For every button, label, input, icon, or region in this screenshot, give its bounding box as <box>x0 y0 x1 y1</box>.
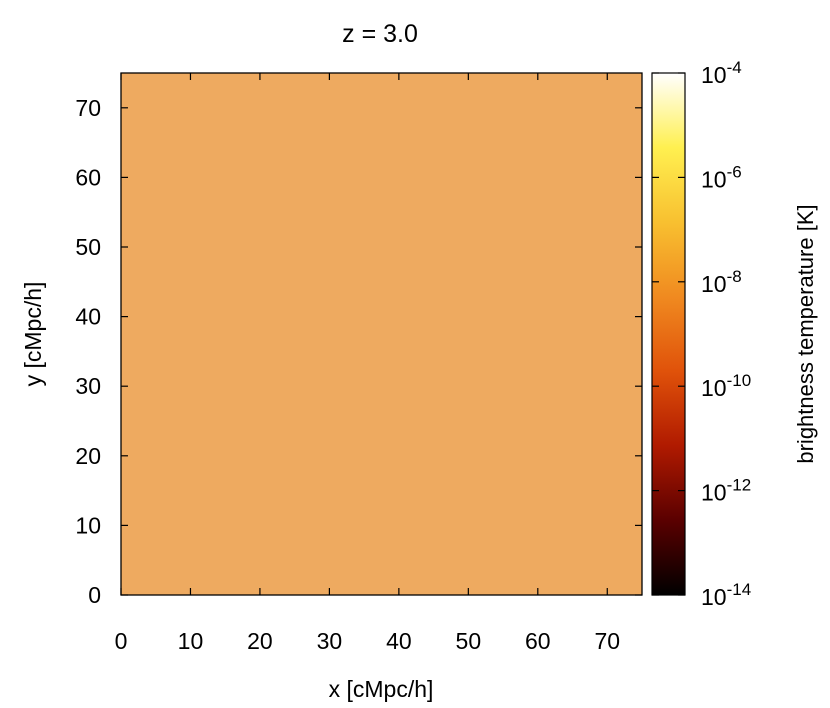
heatmap-field <box>121 73 642 595</box>
x-tick-label: 50 <box>456 628 482 654</box>
x-tick-label: 30 <box>317 628 343 654</box>
y-tick-label: 70 <box>75 95 101 121</box>
colorbar-tick-label: 10-12 <box>701 476 751 506</box>
x-tick-label: 40 <box>386 628 412 654</box>
colorbar-tick-label: 10-6 <box>701 162 742 192</box>
y-axis: 0 10 20 30 40 50 60 70 <box>75 95 642 608</box>
colorbar-tick-label: 10-14 <box>701 580 751 610</box>
y-tick-label: 20 <box>75 443 101 469</box>
heatmap <box>121 73 642 595</box>
y-tick-label: 0 <box>88 582 101 608</box>
y-tick-label: 60 <box>75 164 101 190</box>
y-tick-label: 40 <box>75 304 101 330</box>
plot-frame <box>120 72 643 596</box>
x-tick-label: 0 <box>115 628 128 654</box>
x-tick-label: 60 <box>525 628 551 654</box>
colorbar <box>651 72 686 596</box>
x-tick-label: 70 <box>594 628 620 654</box>
y-axis-label: y [cMpc/h] <box>20 282 46 387</box>
colorbar-tick-label: 10-4 <box>701 58 742 88</box>
chart-title: z = 3.0 <box>342 20 418 48</box>
x-tick-label: 20 <box>247 628 273 654</box>
x-axis-label: x [cMpc/h] <box>329 676 434 702</box>
colorbar-tick-label: 10-8 <box>701 267 742 297</box>
x-axis: 0 10 20 30 40 50 60 70 <box>115 73 620 654</box>
colorbar-label: brightness temperature [K] <box>793 204 818 463</box>
x-tick-label: 10 <box>178 628 204 654</box>
colorbar-ticks: 10-4 10-6 10-8 10-10 10-12 10-14 <box>652 58 751 610</box>
colorbar-tick-label: 10-10 <box>701 371 751 401</box>
y-tick-label: 10 <box>75 512 101 538</box>
y-tick-label: 30 <box>75 373 101 399</box>
y-tick-label: 50 <box>75 234 101 260</box>
